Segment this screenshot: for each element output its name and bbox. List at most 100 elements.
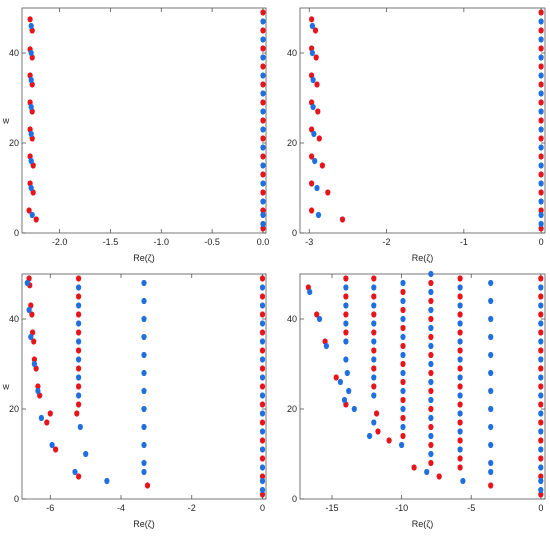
red-data-point xyxy=(457,419,463,426)
blue-data-point xyxy=(538,428,544,435)
red-data-point xyxy=(76,347,82,354)
blue-data-point xyxy=(260,144,266,151)
blue-data-point xyxy=(428,342,434,350)
red-data-point xyxy=(259,473,266,480)
red-data-point xyxy=(47,410,53,417)
blue-data-point xyxy=(343,356,349,363)
x-axis-label: Re(ζ) xyxy=(133,253,154,263)
chart-panel-2: -3 -2 -1 0 0 20 40 Re(ζ) xyxy=(287,7,546,263)
red-data-point xyxy=(259,491,266,498)
blue-data-point xyxy=(538,356,544,363)
red-data-point xyxy=(259,401,266,408)
blue-data-point xyxy=(428,432,434,440)
x-axis-label: Re(ζ) xyxy=(412,519,433,529)
blue-data-point xyxy=(337,378,343,386)
blue-data-point xyxy=(141,315,147,323)
red-data-point xyxy=(400,360,406,368)
x-tick-label: 0 xyxy=(539,237,544,247)
blue-data-point xyxy=(28,130,34,138)
blue-data-point xyxy=(259,302,266,309)
red-data-point xyxy=(538,9,544,16)
blue-data-point xyxy=(141,279,147,287)
blue-data-point xyxy=(260,162,266,169)
blue-data-point xyxy=(488,333,494,341)
blue-data-point xyxy=(260,18,266,25)
red-data-point xyxy=(260,81,266,88)
blue-data-point xyxy=(141,423,147,431)
red-data-point xyxy=(31,338,37,345)
blue-data-point xyxy=(260,90,266,97)
blue-data-point xyxy=(488,387,494,395)
blue-data-point xyxy=(371,338,377,345)
blue-data-point xyxy=(371,374,377,381)
red-data-point xyxy=(343,293,349,300)
blue-data-point xyxy=(538,410,544,417)
red-data-point xyxy=(428,297,434,305)
red-data-point xyxy=(538,293,544,300)
blue-data-point xyxy=(488,351,494,359)
red-data-point xyxy=(76,275,82,282)
blue-data-point xyxy=(259,392,266,399)
blue-data-point xyxy=(371,302,377,309)
red-data-point xyxy=(400,324,406,332)
blue-data-point xyxy=(76,392,82,399)
red-data-point xyxy=(319,162,325,169)
red-data-point xyxy=(538,63,544,70)
blue-data-point xyxy=(259,374,266,381)
red-data-point xyxy=(259,275,266,282)
blue-data-point xyxy=(538,220,544,228)
blue-data-point xyxy=(457,320,463,327)
red-data-point xyxy=(400,396,406,404)
red-data-point xyxy=(411,464,417,471)
red-data-point xyxy=(428,405,434,413)
red-data-point xyxy=(428,369,434,377)
blue-data-point xyxy=(367,432,373,440)
blue-data-point xyxy=(35,387,41,395)
x-axis-label: Re(ζ) xyxy=(133,519,154,529)
blue-data-point xyxy=(141,351,147,359)
y-tick-label: 40 xyxy=(9,48,19,58)
red-data-point xyxy=(259,347,266,354)
y-tick-label: 40 xyxy=(287,48,297,58)
blue-data-point xyxy=(538,486,544,494)
blue-data-point xyxy=(141,387,147,395)
blue-data-point xyxy=(76,338,82,345)
blue-data-point xyxy=(260,108,266,115)
blue-data-point xyxy=(488,405,494,413)
blue-data-point xyxy=(259,410,266,417)
blue-data-point xyxy=(343,302,349,309)
red-data-point xyxy=(457,293,463,300)
red-data-point xyxy=(457,437,463,444)
blue-data-point xyxy=(310,76,316,84)
red-data-point xyxy=(35,383,41,390)
blue-data-point xyxy=(538,302,544,309)
blue-data-point xyxy=(538,36,544,43)
red-data-point xyxy=(259,383,266,390)
blue-data-point xyxy=(538,477,544,485)
y-tick-label: 20 xyxy=(287,404,297,414)
red-data-point xyxy=(76,293,82,300)
blue-data-point xyxy=(26,306,32,314)
red-data-point xyxy=(374,410,380,417)
red-data-point xyxy=(457,401,463,408)
blue-data-point xyxy=(371,320,377,327)
blue-data-point xyxy=(424,468,430,476)
blue-data-point xyxy=(259,486,266,494)
blue-data-point xyxy=(259,356,266,363)
red-data-point xyxy=(538,117,544,124)
red-data-point xyxy=(428,459,434,467)
red-data-point xyxy=(538,311,544,318)
blue-data-point xyxy=(457,374,463,381)
y-tick-label: 0 xyxy=(292,228,297,238)
red-data-point xyxy=(259,419,266,426)
blue-data-point xyxy=(72,468,78,476)
blue-data-point xyxy=(323,342,329,350)
red-data-point xyxy=(538,189,544,196)
blue-data-point xyxy=(141,468,147,476)
blue-data-point xyxy=(309,49,315,57)
x-tick-label: -2.0 xyxy=(52,237,68,247)
red-data-point xyxy=(538,383,544,390)
red-data-point xyxy=(309,180,315,187)
x-tick-label: -1 xyxy=(460,237,468,247)
